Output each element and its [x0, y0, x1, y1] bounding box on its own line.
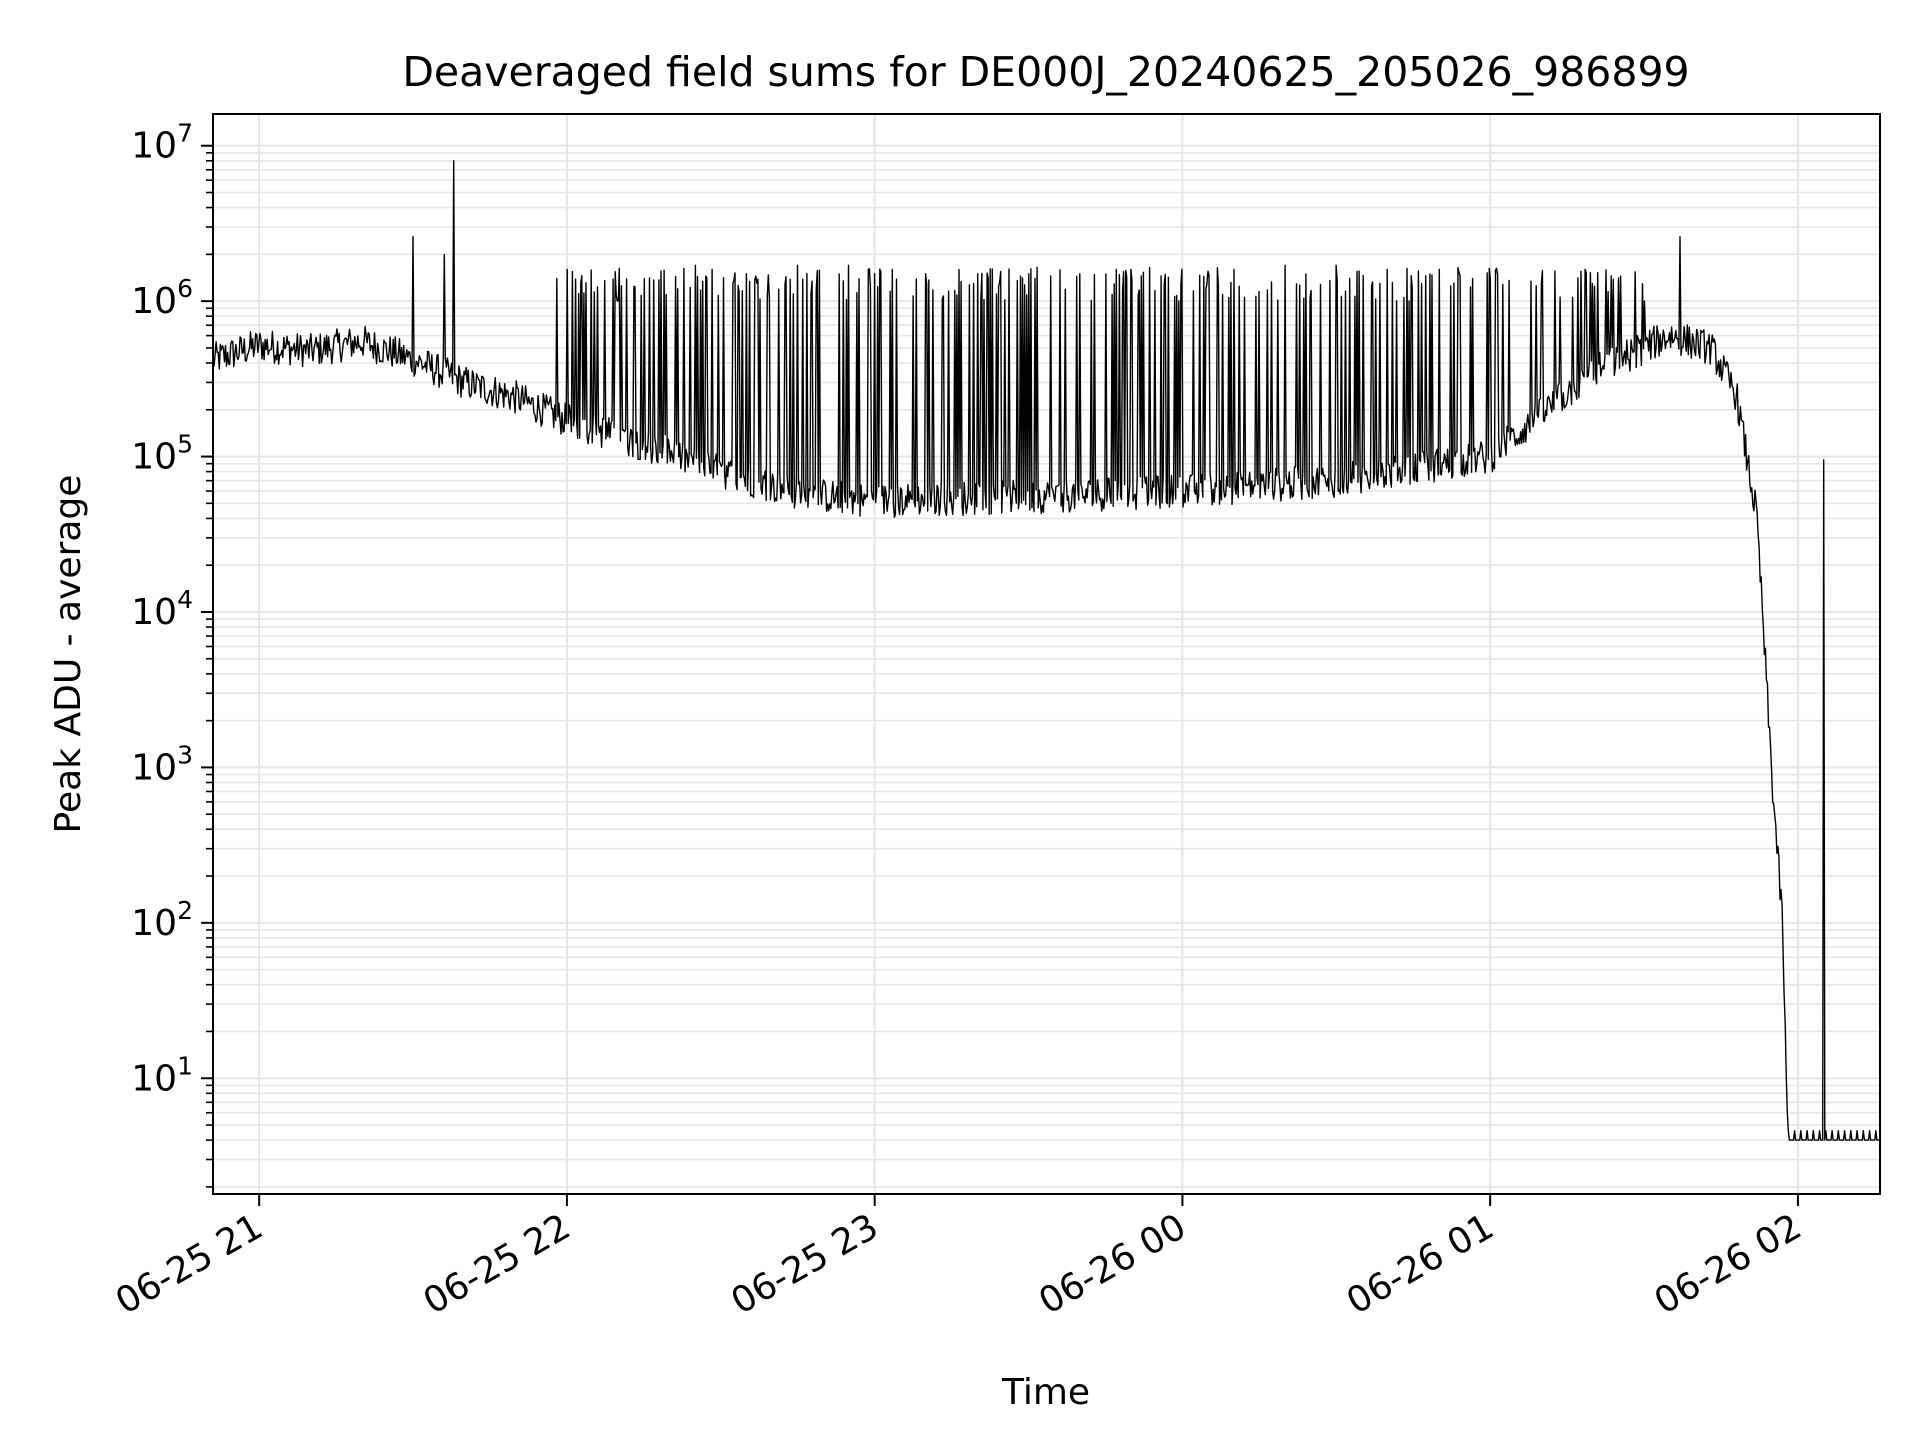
x-tick-label: 06-26 00 [1032, 1206, 1193, 1322]
grid-lines [213, 114, 1880, 1194]
y-tick-label: 104 [131, 585, 193, 633]
y-axis-ticks: 101 102 103 104 105 106 107 [131, 119, 213, 1188]
y-tick-label: 105 [131, 430, 193, 478]
y-tick-label: 106 [131, 274, 193, 322]
x-axis-label: Time [1001, 1372, 1090, 1413]
y-axis-label: Peak ADU - average [48, 475, 89, 834]
x-axis-ticks: 06-25 21 06-25 22 06-25 23 06-26 00 06-26 01… [109, 1194, 1808, 1323]
y-tick-label: 102 [131, 896, 193, 944]
x-tick-label: 06-25 22 [417, 1206, 578, 1322]
chart-title: Deaveraged field sums for DE000J_2024062… [402, 48, 1689, 96]
x-tick-label: 06-25 23 [724, 1206, 885, 1322]
series-line [213, 160, 1880, 1141]
plot-area-frame [212, 113, 1881, 1195]
x-tick-label: 06-26 01 [1340, 1206, 1501, 1322]
x-tick-label: 06-26 02 [1648, 1206, 1809, 1322]
x-tick-label: 06-25 21 [109, 1206, 270, 1322]
y-tick-label: 103 [131, 740, 193, 788]
y-tick-label: 107 [131, 119, 193, 167]
y-tick-label: 101 [131, 1051, 193, 1099]
